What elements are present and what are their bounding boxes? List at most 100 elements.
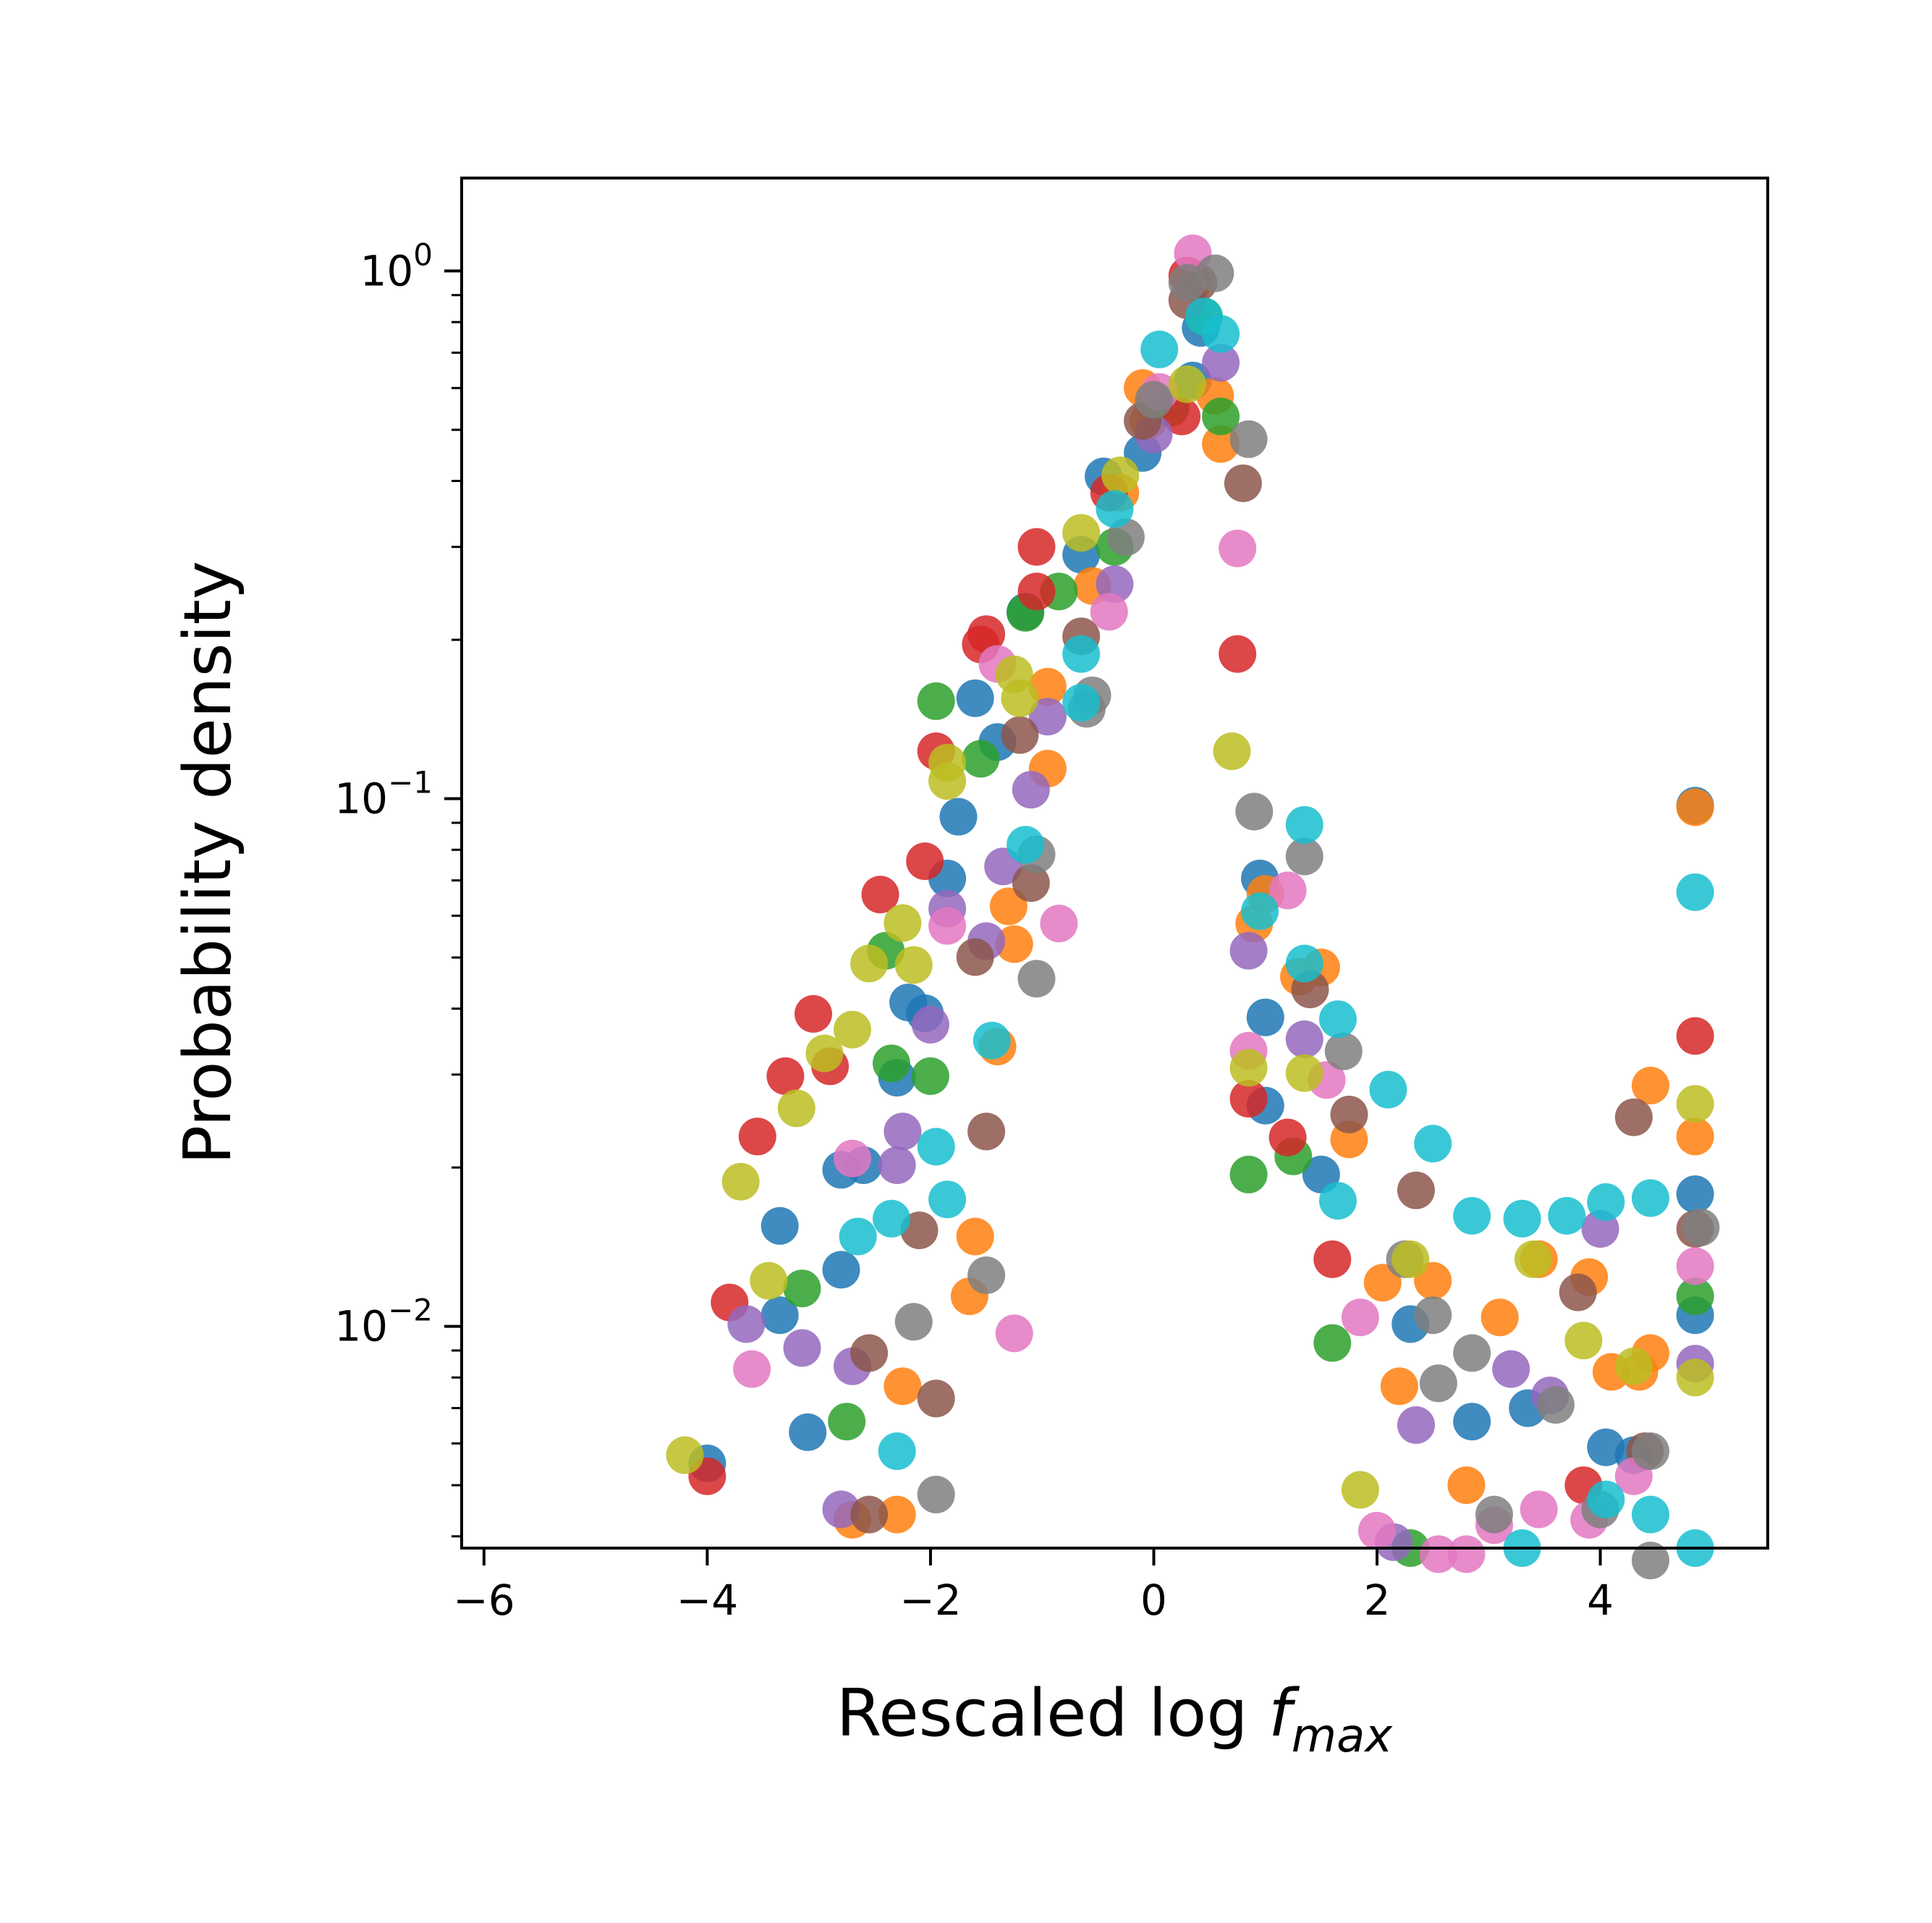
data-point bbox=[967, 1112, 1006, 1151]
data-point bbox=[1564, 1322, 1603, 1360]
data-point bbox=[1007, 826, 1045, 864]
data-point bbox=[783, 1269, 821, 1308]
data-point bbox=[1017, 528, 1056, 566]
data-point bbox=[1414, 1125, 1452, 1163]
data-point bbox=[1676, 1117, 1714, 1156]
data-point bbox=[1492, 1350, 1530, 1388]
data-point bbox=[1614, 1098, 1653, 1136]
data-point bbox=[839, 1217, 877, 1256]
data-point bbox=[1676, 1277, 1714, 1316]
data-point bbox=[1475, 1495, 1513, 1534]
data-point bbox=[834, 1139, 871, 1178]
data-point bbox=[1324, 1032, 1363, 1070]
data-point bbox=[1096, 490, 1134, 528]
data-point bbox=[1241, 892, 1279, 930]
data-point bbox=[956, 938, 994, 976]
data-point bbox=[1229, 1155, 1268, 1193]
data-point bbox=[805, 1034, 844, 1073]
data-point bbox=[1319, 1000, 1357, 1039]
y-tick-label: 100 bbox=[360, 237, 433, 295]
x-tick-label: −6 bbox=[453, 1576, 515, 1625]
data-point bbox=[1330, 1095, 1368, 1133]
data-point bbox=[878, 1495, 916, 1534]
data-point bbox=[962, 740, 1000, 778]
data-point bbox=[873, 1044, 910, 1083]
data-point bbox=[1632, 1179, 1669, 1217]
data-point bbox=[1229, 420, 1268, 458]
data-point bbox=[1313, 1324, 1352, 1362]
data-point bbox=[1632, 1542, 1669, 1580]
data-point bbox=[884, 904, 922, 942]
data-point bbox=[911, 1057, 949, 1095]
data-point bbox=[1363, 1264, 1402, 1302]
data-point bbox=[1419, 1364, 1457, 1403]
data-point bbox=[1632, 1495, 1669, 1534]
data-point bbox=[1012, 771, 1050, 809]
data-point bbox=[1285, 944, 1323, 983]
y-tick-label: 10−2 bbox=[334, 1293, 433, 1351]
data-point bbox=[1536, 1386, 1575, 1424]
y-tick-exponent: −1 bbox=[388, 765, 433, 800]
data-point bbox=[1341, 1298, 1379, 1337]
data-point bbox=[738, 1117, 776, 1156]
data-point bbox=[1676, 1175, 1714, 1213]
data-point bbox=[967, 1256, 1006, 1294]
data-point bbox=[928, 907, 967, 945]
data-point bbox=[1202, 344, 1240, 382]
data-point bbox=[995, 925, 1033, 963]
data-point bbox=[1202, 397, 1240, 436]
data-point bbox=[1676, 1017, 1714, 1055]
data-point bbox=[884, 1367, 922, 1406]
data-point bbox=[1285, 837, 1323, 876]
data-point bbox=[1391, 1240, 1430, 1278]
data-point bbox=[1062, 635, 1101, 673]
x-axis-label-subscript: max bbox=[1292, 1709, 1394, 1763]
data-point bbox=[967, 615, 1006, 654]
data-point bbox=[834, 1010, 871, 1049]
data-points-layer bbox=[666, 234, 1720, 1580]
x-axis-label-text: Rescaled log bbox=[836, 1675, 1268, 1751]
data-point bbox=[1017, 572, 1056, 611]
data-point bbox=[1559, 1273, 1597, 1311]
data-point bbox=[795, 994, 832, 1033]
data-point bbox=[928, 1180, 967, 1219]
data-point bbox=[1001, 716, 1039, 754]
data-point bbox=[1012, 864, 1050, 903]
data-point bbox=[666, 1436, 704, 1474]
data-point bbox=[1676, 788, 1714, 827]
data-point bbox=[1140, 330, 1179, 368]
data-point bbox=[1453, 1196, 1491, 1235]
data-point bbox=[917, 1476, 955, 1513]
data-point bbox=[878, 1432, 916, 1471]
data-point bbox=[727, 1305, 766, 1343]
data-point bbox=[1229, 1080, 1268, 1118]
data-point bbox=[1676, 1358, 1714, 1397]
data-point bbox=[1358, 1511, 1396, 1550]
data-point bbox=[1196, 254, 1234, 292]
data-point bbox=[1229, 931, 1268, 970]
x-tick-label: 0 bbox=[1140, 1576, 1167, 1625]
y-tick-exponent: 0 bbox=[413, 237, 433, 272]
data-point bbox=[850, 1495, 889, 1534]
data-point bbox=[1101, 456, 1140, 494]
data-point bbox=[1397, 1171, 1435, 1209]
data-point bbox=[1514, 1240, 1552, 1278]
data-point bbox=[1285, 1054, 1323, 1092]
data-point bbox=[1229, 1049, 1268, 1087]
data-point bbox=[1017, 960, 1056, 998]
data-point bbox=[1213, 732, 1251, 770]
y-tick-label: 10−1 bbox=[334, 765, 433, 824]
data-point bbox=[1168, 365, 1206, 403]
data-point bbox=[1106, 518, 1145, 557]
data-point bbox=[939, 798, 978, 836]
data-point bbox=[1040, 905, 1078, 942]
x-tick-label: −2 bbox=[899, 1576, 962, 1625]
data-point bbox=[1268, 1118, 1307, 1157]
data-point bbox=[1447, 1535, 1486, 1573]
y-tick-base: 10 bbox=[334, 774, 388, 824]
data-point bbox=[1313, 1240, 1352, 1278]
data-point bbox=[1285, 1020, 1323, 1058]
data-point bbox=[789, 1413, 827, 1451]
data-point bbox=[928, 743, 967, 782]
